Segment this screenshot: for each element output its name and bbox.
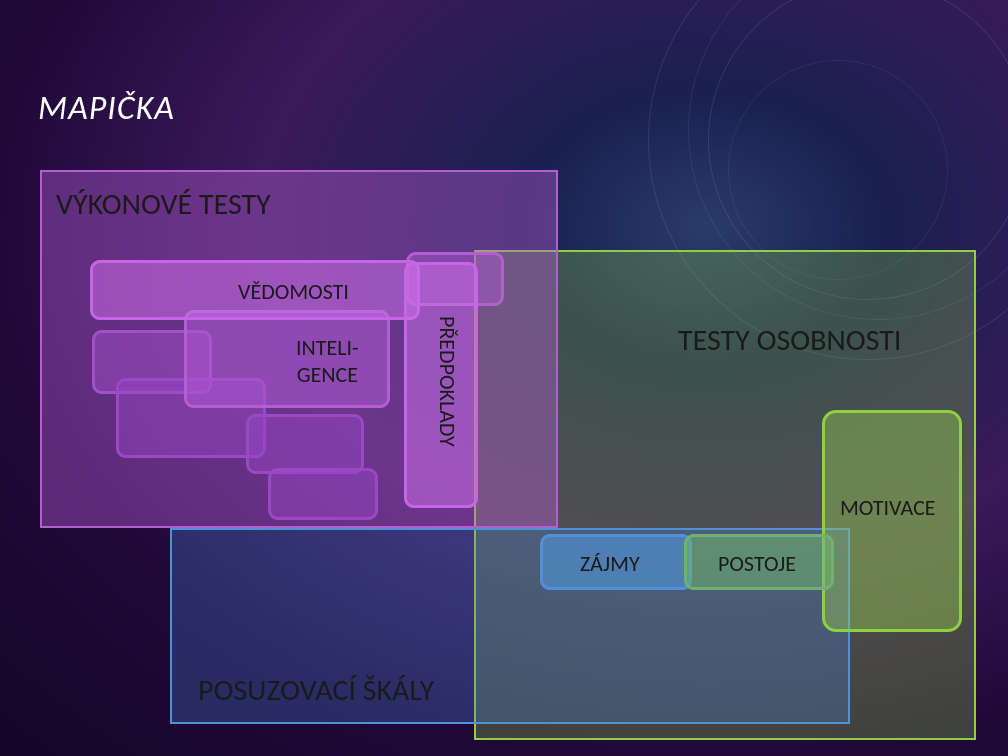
box-motivace	[822, 410, 962, 632]
label-motivace: MOTIVACE	[840, 494, 936, 521]
bg-ring-3	[728, 60, 948, 280]
label-postoje: POSTOJE	[718, 550, 796, 577]
box-deco-4	[268, 468, 378, 520]
label-testy-osobnosti: TESTY OSOBNOSTI	[678, 322, 901, 359]
label-posuzovaci-skaly: POSUZOVACÍ ŠKÁLY	[198, 672, 434, 709]
label-zajmy: ZÁJMY	[580, 550, 640, 577]
slide-title: MAPIČKA	[38, 88, 175, 129]
label-vykonove-testy: VÝKONOVÉ TESTY	[56, 186, 271, 223]
label-vedomosti: VĚDOMOSTI	[238, 278, 349, 305]
box-deco-3	[246, 414, 364, 474]
label-predpoklady: PŘEDPOKLADY	[434, 316, 461, 447]
label-inteligence: INTELI- GENCE	[296, 334, 359, 388]
box-inteligence	[184, 310, 390, 408]
